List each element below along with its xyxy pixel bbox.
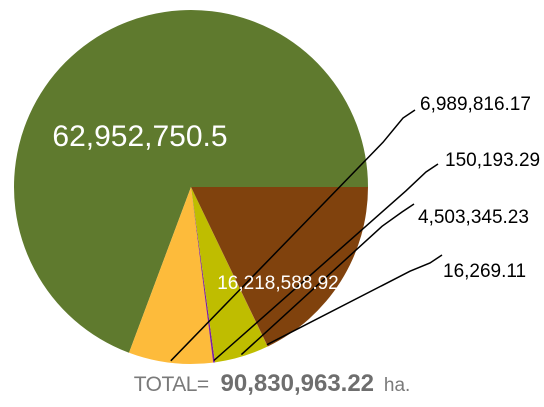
- pie-slice-5: [191, 187, 368, 347]
- leader-line-4: [266, 254, 443, 346]
- pie-slice-1: [129, 187, 214, 365]
- slice-label-1: 6,989,816.17: [420, 94, 531, 115]
- pie-slice-2: [191, 187, 216, 363]
- leader-line-3: [240, 203, 415, 356]
- slice-label-2: 150,193.29: [445, 150, 540, 171]
- pie-slice-0: [14, 10, 369, 353]
- slice-label-0: 62,952,750.5: [52, 120, 227, 153]
- total-line: TOTAL= 90,830,963.22 ha.: [0, 370, 544, 398]
- total-unit: ha.: [383, 375, 411, 396]
- slice-label-4: 16,269.11: [443, 261, 526, 282]
- leader-line-2: [213, 163, 439, 362]
- slice-label-3: 4,503,345.23: [418, 207, 529, 228]
- leader-line-1: [170, 109, 416, 362]
- total-prefix: TOTAL=: [133, 373, 210, 396]
- total-value: 90,830,963.22: [220, 370, 375, 397]
- pie-slice-4: [191, 187, 268, 347]
- pie-slice-3: [191, 187, 268, 363]
- slice-label-5: 16,218,588.92: [217, 273, 339, 294]
- pie-chart: 62,952,750.5 6,989,816.17 150,193.29 4,503,…: [14, 10, 540, 365]
